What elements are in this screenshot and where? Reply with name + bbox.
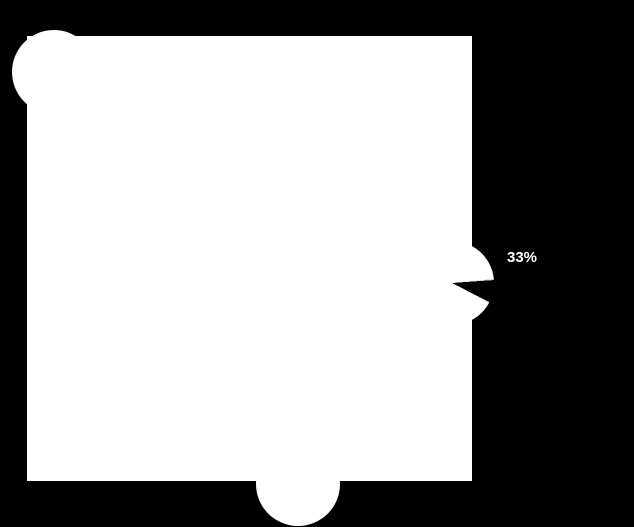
bottom-circle	[256, 442, 340, 526]
right-pie	[410, 241, 494, 325]
center-square	[27, 36, 472, 481]
percent-label-right: 33%	[507, 249, 537, 266]
percent-label-top: 27%	[106, 3, 136, 20]
chart-stage: 27% 33%	[0, 0, 634, 527]
top-left-circle	[12, 30, 96, 114]
